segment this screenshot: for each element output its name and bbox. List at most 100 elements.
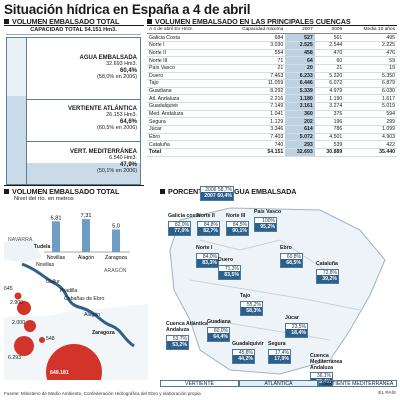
basin-pct-2007: 90,1%: [227, 226, 248, 235]
table-cell: 3.274: [314, 102, 345, 111]
basin-gauge: Cataluña 72,8% 39,2%: [316, 261, 339, 284]
table-cell: 3.161: [285, 102, 315, 111]
table-row: Tajo 11.059 6.446 6.072 6.879: [147, 79, 397, 88]
flow-value: 2.900: [10, 300, 23, 306]
table-cell: 684: [218, 33, 286, 42]
table-cell: Guadiana: [147, 87, 219, 96]
basin-name: Duero: [218, 257, 233, 263]
region-label-aragon: ARAGÓN: [104, 268, 127, 274]
river-level-bar: [82, 219, 90, 252]
source-note: Fuente: Ministerio de Medio Ambiente, Co…: [4, 391, 201, 396]
basin-level-box: 84,0% 83,3%: [196, 252, 219, 268]
basin-name: Cuenca Mediterránea Andaluza: [310, 353, 343, 371]
basin-level-box: 82,0% 77,0%: [168, 220, 191, 236]
basin-level-box: 60,0% 64,4%: [207, 326, 230, 342]
capacity-label: CAPACIDAD TOTAL 54.151 Hm3.: [6, 27, 141, 35]
table-cell: 59: [344, 56, 397, 65]
table-cell: Tajo: [147, 79, 219, 88]
table-cell: Total: [147, 147, 219, 157]
basin-level-box: 72,8% 39,2%: [316, 268, 339, 284]
basin-level-box: 53,7% 53,2%: [166, 334, 189, 350]
place-zaragoza: Zaragoza: [92, 330, 115, 336]
table-cell: 30.889: [314, 147, 345, 157]
basin-gauge: País Vasco 100% 95,2%: [254, 209, 282, 232]
table-row: Júcar 3.346 614 786 1.099: [147, 125, 397, 134]
table-cell: 2.225: [344, 41, 397, 50]
table-cell: 35.440: [344, 147, 397, 157]
table-cell: 60: [314, 56, 345, 65]
table-row: Cataluña 740 293 539 422: [147, 140, 397, 149]
legend-chip: 2006 58,7% 2007 60,4%: [200, 185, 234, 201]
basin-gauge: Duero 71,3% 83,5%: [218, 257, 241, 280]
table-row: Norte II 554 458 470 476: [147, 49, 397, 58]
table-header: A 4 de abril En Hm3.: [147, 27, 219, 35]
bar-category-label: Zaragoza: [105, 255, 127, 261]
table-cell: 7.403: [218, 133, 286, 142]
table-cell: 5.072: [285, 133, 315, 142]
table-cell: 6.879: [344, 79, 397, 88]
table-cell: 11.059: [218, 79, 286, 88]
table-cell: 1.129: [218, 117, 286, 126]
section-ebro-header: VOLUMEN EMBALSADO TOTAL: [4, 187, 119, 196]
table-row: Guadalquivir 7.149 3.161 3.274 5.019: [147, 102, 397, 111]
table-cell: Norte I: [147, 41, 219, 50]
basin-name: País Vasco: [254, 209, 282, 215]
divider: [147, 25, 397, 26]
bar-category-label: Alagón: [78, 255, 94, 261]
square-bullet-icon: [4, 19, 9, 24]
table-cell: 299: [344, 117, 397, 126]
table-row: Galicia Costa 684 527 561 495: [147, 33, 397, 42]
table-cell: 740: [218, 140, 286, 149]
mediterranean-water-fill: [7, 162, 140, 184]
basin-level-box: 45,8% 44,2%: [232, 348, 255, 364]
basin-name: Júcar: [285, 315, 299, 321]
basin-name: Norte II: [197, 213, 215, 219]
divider: [7, 99, 140, 100]
table-cell: Duero: [147, 72, 219, 81]
basin-level-box: 17,4% 17,9%: [268, 348, 291, 364]
page-title: Situación hídrica en España a 4 de abril: [4, 2, 251, 17]
flow-bubble: [14, 292, 22, 300]
basin-name: Cataluña: [316, 261, 338, 267]
table-cell: 71: [218, 56, 286, 65]
place-alagon: Alagón: [84, 312, 101, 318]
basin-pct-2007: 64,4%: [208, 332, 229, 341]
total-water-fill: [7, 95, 27, 184]
mediterranean-label: VERT. MEDITERRÁNEA 6.540 Hm3. 47,9% (50,…: [69, 149, 137, 175]
place-cabanas: Cabañas de Ebro: [64, 296, 105, 302]
place-pradilla: Pradilla: [60, 288, 78, 294]
credit: EL PAÍS: [378, 391, 396, 396]
basin-gauge: Norte III 84,5% 90,1%: [226, 213, 249, 236]
basin-gauge: Guadiana 60,0% 64,4%: [207, 319, 231, 342]
place-tudela: Tudela: [34, 244, 51, 250]
basin-pct-2007: 77,0%: [169, 226, 190, 235]
basin-pct-2007: 35,4%: [311, 378, 332, 387]
table-cell: 6.030: [344, 87, 397, 96]
table-cell: Atl. Andaluza: [147, 94, 219, 104]
basin-gauge: Norte I 84,0% 83,3%: [196, 245, 219, 268]
basin-gauge: Júcar 23,5% 18,4%: [285, 315, 308, 338]
table-row: Segura 1.129 202 196 299: [147, 117, 397, 126]
basin-pct-2007: 82,7%: [198, 226, 219, 235]
ebro-river-map: 6,81 Novillas 7,31 Alagón 5,0 Zaragoza: [4, 200, 148, 380]
flow-bubble: [17, 301, 31, 315]
flow-value: 645: [4, 286, 13, 292]
table-header: 2006: [314, 27, 345, 35]
section-cuencas-header: VOLUMEN EMBALSADO EN LAS PRINCIPALES CUE…: [147, 17, 351, 26]
place-novillas: Novillas: [36, 262, 55, 268]
divider: [4, 25, 144, 26]
table-cell: 2.544: [314, 41, 345, 50]
flow-value: 2.000: [12, 320, 25, 326]
basin-name: Tajo: [240, 293, 251, 299]
river-level-bar: [112, 229, 120, 252]
table-cell: 360: [285, 110, 315, 119]
flow-bubble: [24, 320, 36, 332]
table-cell: 6.233: [285, 72, 315, 81]
table-header: 2007: [285, 27, 315, 35]
table-cell: 7.463: [218, 72, 286, 81]
flow-bubble: [14, 336, 34, 356]
region-label-navarra: NAVARRA: [8, 237, 33, 243]
basin-level-box: 71,3% 83,5%: [218, 264, 241, 280]
table-row: Med. Andaluza 1.041 360 376 594: [147, 110, 397, 119]
table-header: Media 10 años: [344, 27, 397, 35]
